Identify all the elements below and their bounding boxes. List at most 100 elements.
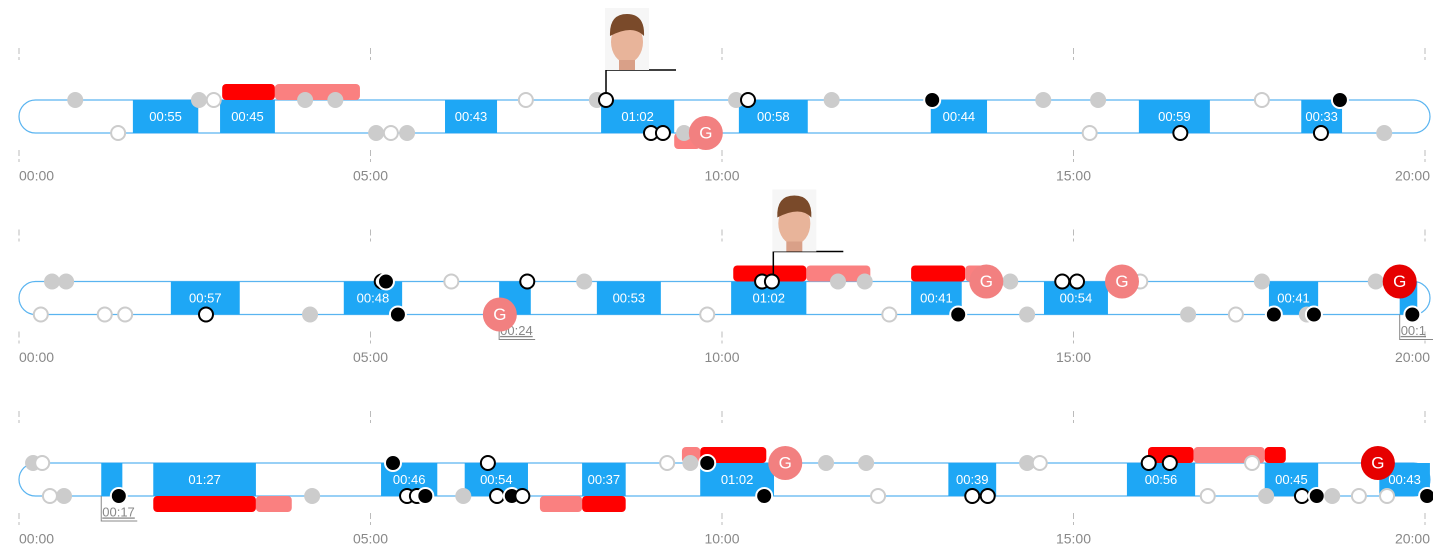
event-dot bbox=[455, 488, 472, 504]
shift-block bbox=[220, 100, 275, 133]
event-dot bbox=[699, 306, 716, 323]
shift-label: 00:56 bbox=[1145, 472, 1178, 487]
event-dot bbox=[1264, 305, 1283, 324]
goal-label: G bbox=[980, 272, 993, 291]
event-dot bbox=[1253, 92, 1270, 108]
event-dot bbox=[1161, 455, 1178, 471]
event-dot bbox=[1090, 92, 1107, 108]
event-dot bbox=[479, 455, 496, 471]
event-dot bbox=[1081, 125, 1098, 141]
tick-label: 10:00 bbox=[704, 531, 739, 547]
event-dot bbox=[881, 306, 898, 323]
penalty-segment bbox=[582, 496, 626, 512]
event-dot bbox=[327, 92, 344, 108]
tick-label: 00:00 bbox=[19, 168, 54, 184]
event-dot bbox=[96, 306, 113, 323]
event-dot bbox=[399, 125, 416, 141]
event-dot bbox=[923, 91, 942, 109]
shift-block bbox=[445, 100, 498, 133]
shift-label: 00:37 bbox=[588, 472, 621, 487]
event-dot bbox=[818, 455, 835, 471]
shift-label: 01:02 bbox=[752, 290, 785, 305]
event-dot bbox=[1253, 273, 1270, 290]
shift-label: 00:43 bbox=[455, 109, 488, 124]
event-dot bbox=[949, 305, 968, 324]
event-dot bbox=[858, 455, 875, 471]
event-dot bbox=[382, 125, 399, 141]
goal-marker bbox=[482, 297, 517, 332]
event-dot bbox=[1019, 306, 1036, 323]
event-dot bbox=[1172, 125, 1189, 141]
shift-label: 00:58 bbox=[757, 109, 790, 124]
shift-label: 00:1 bbox=[1401, 323, 1426, 338]
event-dot bbox=[1418, 487, 1433, 505]
event-dot bbox=[1140, 455, 1157, 471]
shift-label: 00:41 bbox=[1277, 290, 1310, 305]
event-dot bbox=[58, 273, 75, 290]
shift-block bbox=[1126, 463, 1196, 496]
event-dot bbox=[1244, 455, 1261, 471]
period-row: 00:00 05:00 10:00 15:00 20:00 00:55 00:45 00:43… bbox=[18, 8, 1431, 184]
event-dot bbox=[1367, 273, 1384, 290]
shift-label: 00:44 bbox=[943, 109, 976, 124]
event-dot bbox=[659, 455, 676, 471]
penalty-segment bbox=[274, 84, 360, 100]
goal-label: G bbox=[1115, 272, 1128, 291]
tick-label: 15:00 bbox=[1056, 531, 1091, 547]
event-dot bbox=[1379, 488, 1396, 504]
event-dot bbox=[1035, 92, 1052, 108]
event-dot bbox=[870, 488, 887, 504]
shift-bracket bbox=[1399, 314, 1433, 340]
event-dot bbox=[1180, 306, 1197, 323]
event-dot bbox=[1350, 488, 1367, 504]
event-dot bbox=[197, 306, 214, 323]
event-dot bbox=[964, 488, 981, 504]
event-dot bbox=[740, 92, 757, 108]
event-dot bbox=[489, 488, 506, 504]
shift-label: 01:27 bbox=[188, 472, 221, 487]
shift-label: 00:41 bbox=[920, 290, 953, 305]
event-dot bbox=[1054, 273, 1071, 290]
event-dot bbox=[67, 92, 84, 108]
tick-label: 05:00 bbox=[353, 349, 388, 365]
player-hair bbox=[777, 195, 812, 218]
event-dot bbox=[302, 306, 319, 323]
goal-marker bbox=[768, 446, 803, 480]
event-dot bbox=[979, 488, 996, 504]
event-dot bbox=[109, 487, 128, 505]
event-dot bbox=[728, 92, 745, 108]
shift-label: 00:54 bbox=[480, 472, 513, 487]
shift-label: 01:02 bbox=[621, 109, 654, 124]
event-dot bbox=[1376, 125, 1393, 141]
event-dot bbox=[32, 306, 49, 323]
shift-label: 00:54 bbox=[1060, 290, 1093, 305]
event-dot bbox=[34, 455, 51, 471]
event-dot bbox=[190, 92, 207, 108]
event-dot bbox=[654, 125, 671, 141]
event-dot bbox=[1403, 305, 1422, 324]
event-dot bbox=[368, 125, 385, 141]
shift-block bbox=[153, 463, 256, 496]
event-dot bbox=[117, 306, 134, 323]
shift-label: 01:02 bbox=[721, 472, 754, 487]
event-dot bbox=[676, 125, 693, 141]
event-dot bbox=[1031, 455, 1048, 471]
event-dot bbox=[1304, 305, 1323, 324]
event-dot bbox=[517, 92, 534, 108]
event-dot bbox=[44, 273, 61, 290]
shift-label: 00:48 bbox=[357, 290, 390, 305]
event-dot bbox=[376, 272, 395, 291]
event-dot bbox=[1258, 488, 1275, 504]
event-dot bbox=[1227, 306, 1244, 323]
event-dot bbox=[1330, 91, 1349, 109]
shift-label: 00:45 bbox=[231, 109, 264, 124]
shift-label: 00:33 bbox=[1305, 109, 1338, 124]
event-dot bbox=[41, 488, 58, 504]
shift-label: 00:17 bbox=[102, 504, 135, 519]
event-dot bbox=[388, 305, 407, 324]
event-dot bbox=[698, 454, 717, 472]
goal-marker bbox=[1382, 264, 1417, 299]
goal-marker bbox=[969, 264, 1004, 299]
shift-block bbox=[596, 281, 661, 315]
